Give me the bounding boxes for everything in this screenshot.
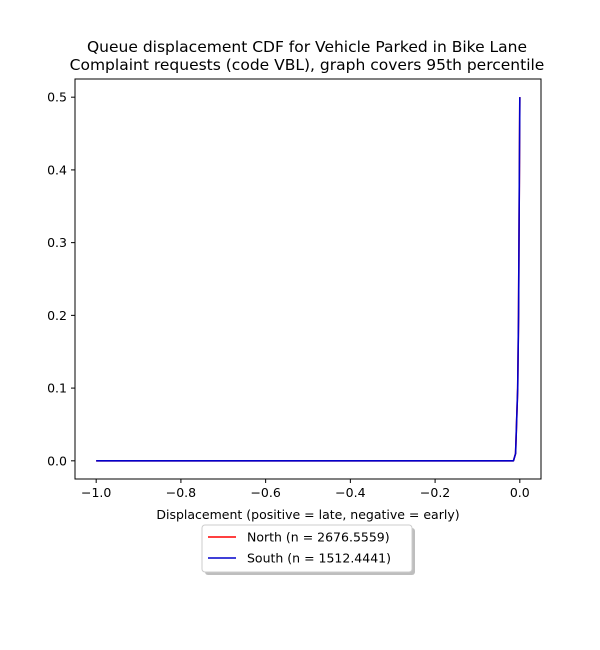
y-tick-label: 0.3 [47, 235, 67, 250]
x-axis-label: Displacement (positive = late, negative … [156, 507, 459, 522]
chart-title: Queue displacement CDF for Vehicle Parke… [70, 38, 545, 74]
y-axis: 0.0 0.1 0.2 0.3 0.4 0.5 [47, 90, 75, 468]
legend-entries: North (n = 2676.5559) South (n = 1512.444… [208, 530, 391, 566]
x-tick-label: −0.8 [166, 485, 196, 500]
y-tick-label: 0.4 [47, 162, 67, 177]
x-tick-label: −0.6 [250, 485, 280, 500]
y-tick-label: 0.5 [47, 90, 67, 105]
legend-label: South (n = 1512.4441) [247, 551, 391, 566]
legend-label: North (n = 2676.5559) [247, 530, 390, 545]
series-layer [96, 97, 521, 462]
x-axis: −1.0 −0.8 −0.6 −0.4 −0.2 0.0 [81, 479, 530, 500]
series-line-north [96, 97, 521, 462]
series-line-south [96, 97, 521, 462]
legend: North (n = 2676.5559) South (n = 1512.444… [201, 524, 415, 575]
x-tick-label: 0.0 [510, 485, 530, 500]
chart-title-line-1: Queue displacement CDF for Vehicle Parke… [87, 38, 527, 56]
x-tick-label: −1.0 [81, 485, 111, 500]
chart-title-line-2: Complaint requests (code VBL), graph cov… [70, 56, 545, 74]
x-tick-label: −0.4 [335, 485, 365, 500]
y-tick-label: 0.1 [47, 381, 67, 396]
y-tick-label: 0.2 [47, 308, 67, 323]
legend-box [201, 524, 413, 573]
y-tick-label: 0.0 [47, 453, 67, 468]
plot-frame [74, 78, 542, 480]
x-tick-label: −0.2 [420, 485, 450, 500]
